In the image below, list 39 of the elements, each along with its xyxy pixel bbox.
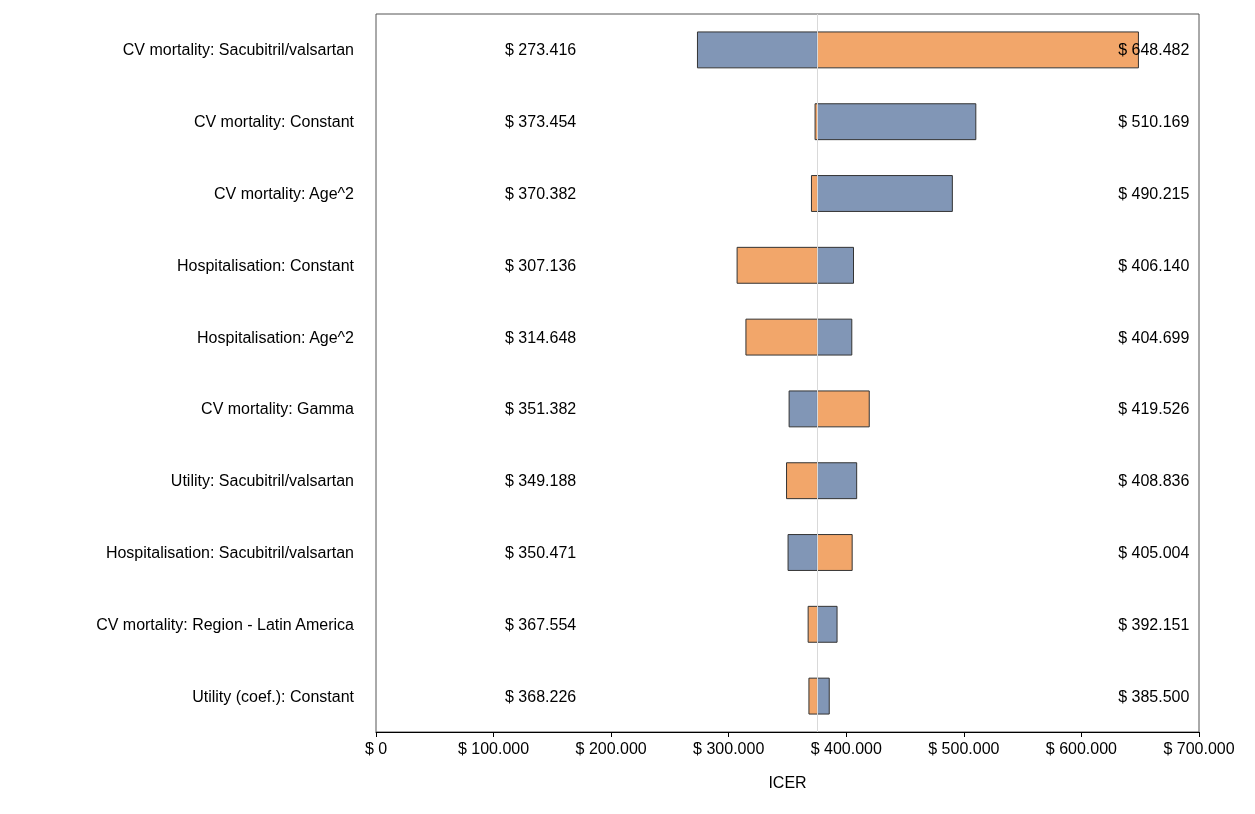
y-tick-label: Hospitalisation: Age^2	[197, 328, 355, 346]
annotation: $ 405.004	[1118, 544, 1190, 561]
annotation: $ 273.416	[505, 41, 577, 59]
annotation: $ 314.648	[505, 328, 577, 346]
annotation: $ 419.526	[1118, 400, 1190, 418]
annotation: $ 408.836	[1118, 472, 1190, 490]
y-tick-label: Hospitalisation: Sacubitril/valsartan	[105, 544, 354, 561]
x-tick-label: $ 500.000	[928, 739, 1000, 757]
y-tick-label: CV mortality: Region - Latin America	[96, 615, 355, 633]
annotation: $ 307.136	[505, 256, 577, 274]
annotation: $ 370.382	[505, 185, 577, 202]
annotation: $ 392.151	[1118, 615, 1190, 633]
annotation: $ 404.699	[1118, 328, 1190, 346]
x-tick-label: $ 700.000	[1163, 739, 1235, 757]
annotation: $ 373.454	[505, 113, 577, 131]
x-tick-label: $ 0	[364, 739, 388, 757]
annotation: $ 510.169	[1118, 113, 1190, 131]
annotation: $ 351.382	[505, 400, 577, 418]
x-tick-label: $ 400.000	[810, 739, 882, 757]
y-tick-label: CV mortality: Sacubitril/valsartan	[122, 41, 354, 59]
annotation: $ 368.226	[505, 687, 577, 705]
annotation: $ 367.554	[505, 615, 577, 633]
annotation: $ 490.215	[1118, 185, 1190, 202]
y-tick-label: Hospitalisation: Constant	[177, 256, 355, 274]
annotation: $ 385.500	[1118, 687, 1190, 705]
annotation: $ 406.140	[1118, 256, 1190, 274]
annotation: $ 350.471	[505, 544, 577, 561]
y-tick-label: CV mortality: Gamma	[201, 400, 355, 418]
y-tick-label: Utility: Sacubitril/valsartan	[170, 472, 354, 490]
x-tick-label: $ 600.000	[1045, 739, 1118, 757]
y-tick-label: CV mortality: Constant	[193, 113, 355, 131]
x-tick-label: $ 200.000	[575, 739, 647, 757]
y-tick-label: Utility (coef.): Constant	[192, 687, 355, 705]
x-tick-label: $ 100.000	[457, 739, 530, 757]
y-tick-label: CV mortality: Age^2	[213, 185, 355, 202]
x-tick-label: $ 300.000	[693, 739, 765, 757]
x-axis-title: ICER	[768, 773, 807, 791]
annotation: $ 349.188	[505, 472, 577, 490]
bar	[816, 103, 977, 141]
